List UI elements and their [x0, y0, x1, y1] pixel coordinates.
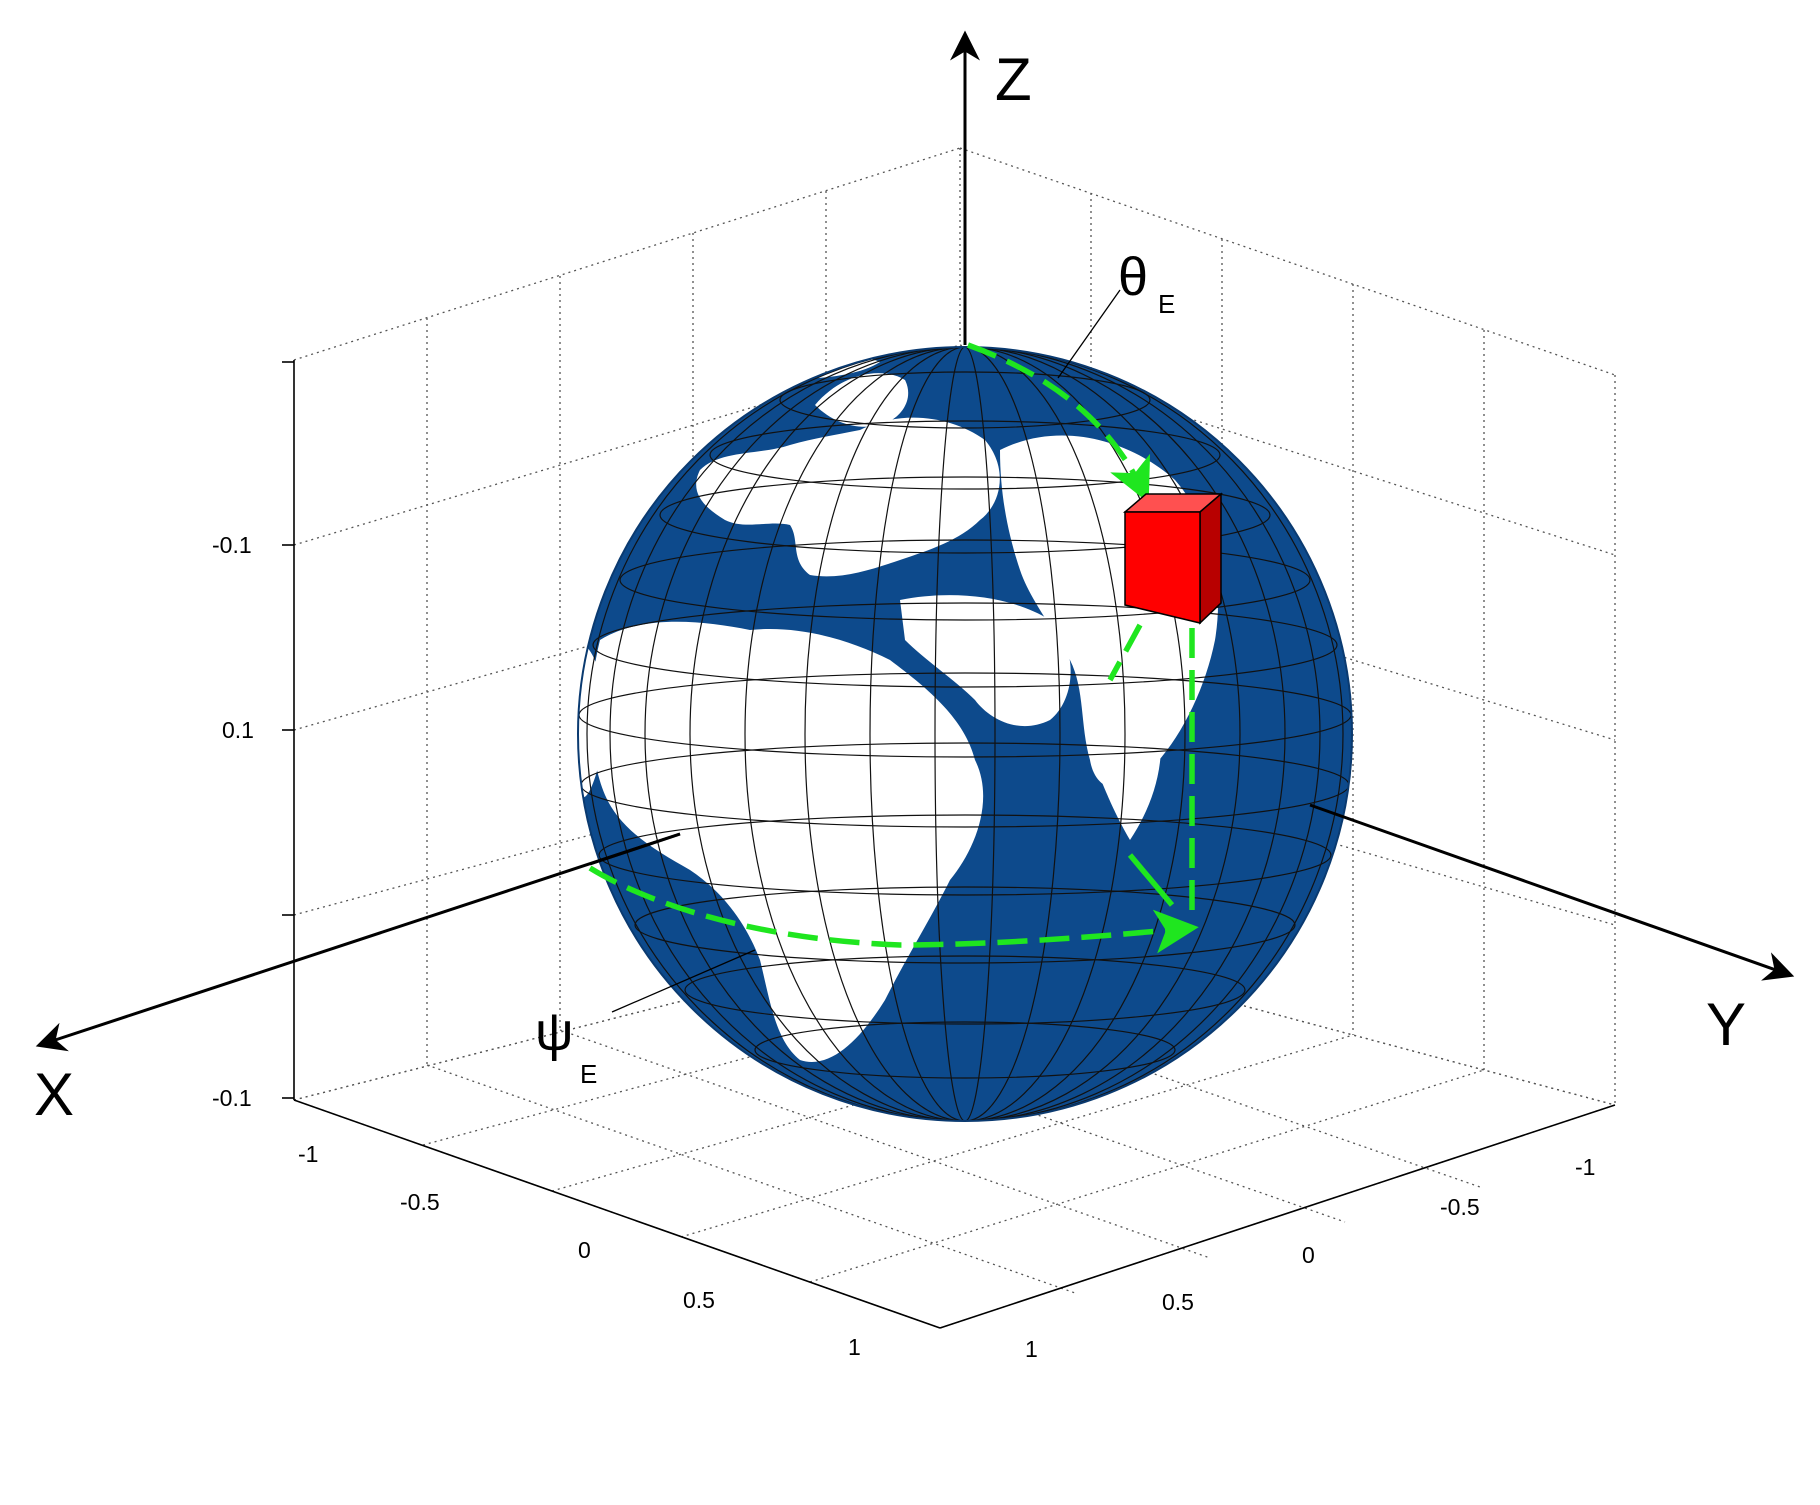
z-tick-label: -0.1 — [212, 1085, 252, 1111]
land-africa — [590, 621, 984, 1062]
x-axis-label: X — [34, 1061, 74, 1128]
z-axis-label: Z — [995, 46, 1032, 113]
angle-paths — [588, 342, 1199, 954]
z-tick-label: -0.1 — [212, 532, 252, 558]
projection-tick — [1127, 853, 1175, 907]
x-axis — [35, 832, 681, 1052]
globe — [577, 346, 1353, 1122]
theta-subscript: E — [1158, 289, 1175, 319]
psi-subscript: E — [580, 1059, 597, 1089]
meridians — [586, 347, 1344, 1121]
z-tick-label: 0.1 — [222, 717, 254, 743]
land-scandinavia — [815, 373, 909, 427]
y-axis-label: Y — [1706, 991, 1746, 1058]
y-tick-label: 1 — [1025, 1336, 1038, 1362]
psi-path — [588, 865, 1199, 954]
y-tick-label: -1 — [1575, 1154, 1595, 1180]
y-axis — [1309, 803, 1795, 981]
red-cube — [1122, 492, 1224, 625]
land-india — [1090, 696, 1161, 840]
x-tick-label: 0 — [578, 1237, 591, 1263]
theta-symbol: θ — [1118, 247, 1148, 307]
y-tick-label: 0 — [1302, 1242, 1315, 1268]
y-tick-label: 0.5 — [1162, 1289, 1194, 1315]
theta-leader — [1057, 289, 1121, 379]
y-tick-label: -0.5 — [1440, 1194, 1480, 1220]
psi-symbol: ψ — [535, 1002, 574, 1062]
x-tick-label: -1 — [298, 1141, 318, 1167]
x-tick-label: -0.5 — [400, 1189, 440, 1215]
coordinate-axes — [35, 30, 1795, 1052]
projection-line-diagonal — [1107, 623, 1143, 682]
x-tick-label: 0.5 — [683, 1287, 715, 1313]
x-tick-label: 1 — [848, 1334, 861, 1360]
land-middle-east — [900, 595, 1071, 727]
psi-leader — [611, 949, 756, 1013]
